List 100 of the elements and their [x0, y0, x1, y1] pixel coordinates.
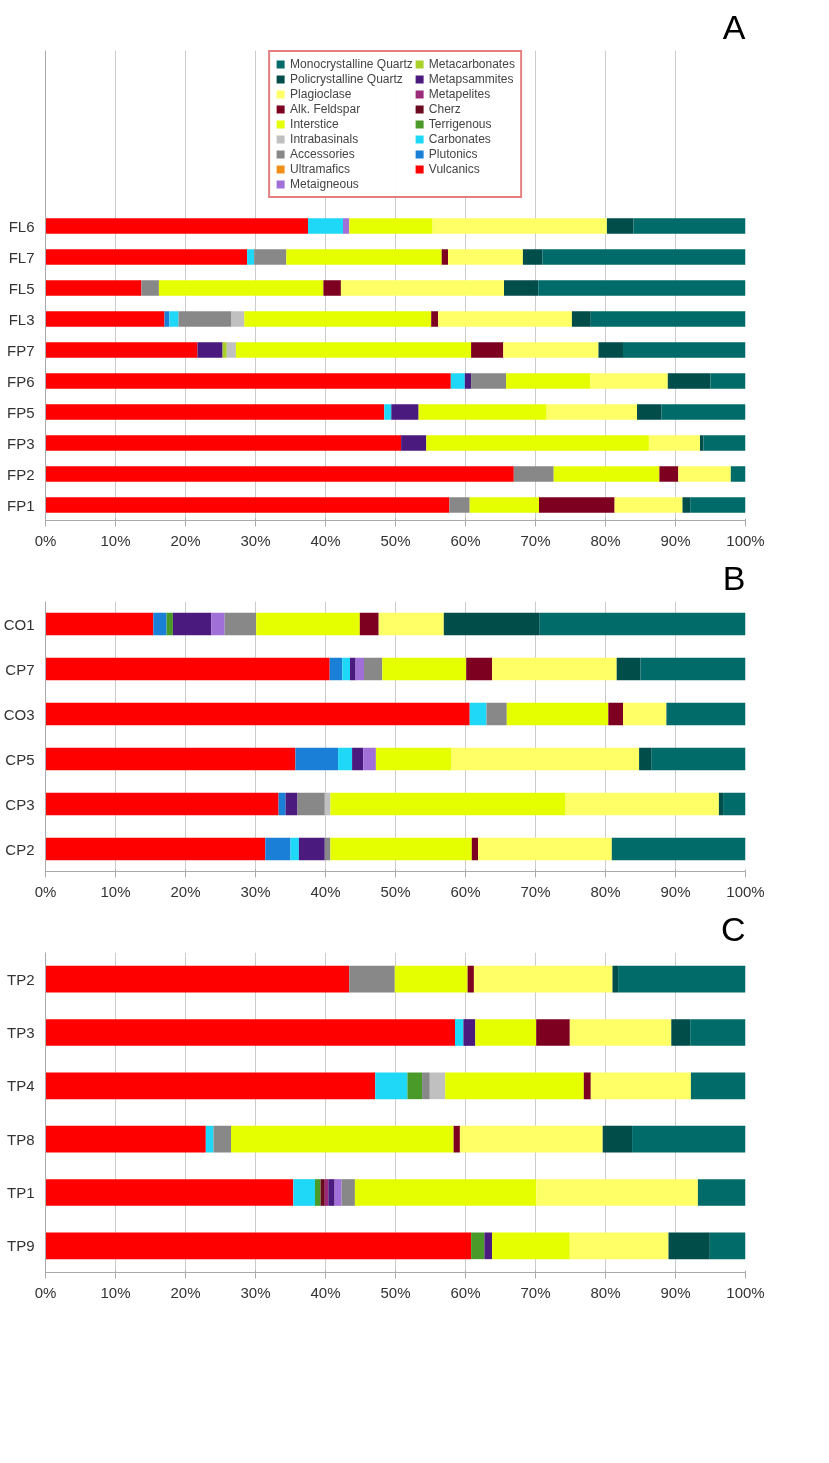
bar: [569, 1232, 669, 1260]
bar: [349, 218, 433, 234]
bar: [718, 792, 724, 816]
x-tick-label: 80%: [590, 531, 621, 549]
legend-label: Intrabasinals: [290, 132, 359, 146]
bar: [364, 657, 383, 681]
y-tick-label: CP3: [5, 795, 35, 813]
bar: [298, 837, 325, 861]
bar: [45, 311, 165, 327]
x-tick-label: 10%: [100, 882, 131, 900]
bar: [632, 1125, 746, 1153]
bar: [542, 249, 746, 265]
x-tick-label: 90%: [660, 882, 691, 900]
bar: [323, 280, 341, 296]
x-tick-label: 80%: [590, 882, 621, 900]
x-tick-label: 0%: [34, 1283, 57, 1301]
bar: [247, 249, 255, 265]
bar: [338, 747, 353, 771]
x-tick-label: 30%: [240, 531, 271, 549]
x-tick-label: 10%: [100, 531, 131, 549]
bar: [329, 657, 343, 681]
y-tick-label: FL7: [8, 248, 35, 266]
y-tick-label: CP2: [5, 840, 35, 858]
bar: [418, 404, 547, 420]
bar: [350, 657, 356, 681]
x-tick-label: 100%: [726, 1283, 765, 1301]
x-tick-label: 0%: [34, 531, 57, 549]
bar: [484, 1232, 493, 1260]
y-tick-label: CO3: [3, 705, 35, 723]
bar: [295, 747, 339, 771]
bar: [608, 702, 623, 726]
bar: [648, 435, 700, 451]
bar: [45, 747, 296, 771]
bar: [205, 1125, 214, 1153]
bar: [492, 1232, 570, 1260]
bar: [45, 1019, 455, 1046]
bar: [285, 792, 298, 816]
bar: [355, 657, 364, 681]
bar: [623, 702, 667, 726]
bar: [320, 1179, 325, 1206]
bar: [45, 404, 385, 420]
bar: [678, 466, 731, 482]
bar: [354, 1179, 537, 1206]
bar: [431, 311, 439, 327]
legend-label: Plutonics: [428, 147, 478, 161]
bar: [254, 249, 287, 265]
bar: [45, 792, 279, 816]
bar: [443, 612, 540, 636]
bar: [464, 373, 472, 389]
bar: [293, 1179, 315, 1206]
legend-label: Ultramafics: [290, 162, 351, 176]
bar: [278, 792, 286, 816]
bar: [197, 342, 223, 358]
legend-label: Metapsammites: [428, 72, 514, 86]
bar: [244, 311, 432, 327]
bar: [256, 612, 360, 636]
bar: [539, 612, 746, 636]
legend-label: Vulcanics: [428, 162, 480, 176]
bar: [432, 218, 607, 234]
bar: [598, 342, 623, 358]
x-tick-label: 70%: [520, 1283, 551, 1301]
bar: [178, 311, 231, 327]
bar: [45, 657, 330, 681]
bar: [211, 612, 225, 636]
legend-label: Policrystalline Quartz: [290, 72, 403, 86]
bar: [522, 249, 543, 265]
bar: [334, 1179, 342, 1206]
bar: [602, 1125, 633, 1153]
bar: [506, 373, 591, 389]
bar: [340, 280, 504, 296]
bar: [730, 466, 746, 482]
bar: [469, 702, 487, 726]
bar: [342, 657, 350, 681]
bar: [265, 837, 291, 861]
bar: [45, 1232, 472, 1260]
bar: [429, 1072, 446, 1100]
bar: [571, 311, 591, 327]
bar: [565, 792, 719, 816]
bar: [308, 218, 343, 234]
bar: [623, 342, 746, 358]
legend-label: Plagioclase: [290, 87, 352, 101]
x-tick-label: 60%: [450, 531, 481, 549]
bar: [536, 1179, 698, 1206]
bar: [352, 747, 364, 771]
bar: [539, 497, 615, 513]
x-tick-label: 30%: [240, 882, 271, 900]
legend-label: Interstice: [290, 117, 339, 131]
bar: [697, 1179, 746, 1206]
bar: [583, 1072, 591, 1100]
y-tick-label: TP8: [6, 1130, 35, 1148]
bar: [222, 342, 227, 358]
bar: [401, 435, 427, 451]
bar: [349, 965, 395, 993]
bar: [666, 702, 746, 726]
bar: [513, 466, 554, 482]
legend-label: Monocrystalline Quartz: [290, 57, 413, 71]
y-tick-label: FP6: [6, 372, 35, 390]
bar: [45, 466, 514, 482]
bar: [438, 311, 572, 327]
y-tick-label: TP2: [6, 970, 35, 988]
